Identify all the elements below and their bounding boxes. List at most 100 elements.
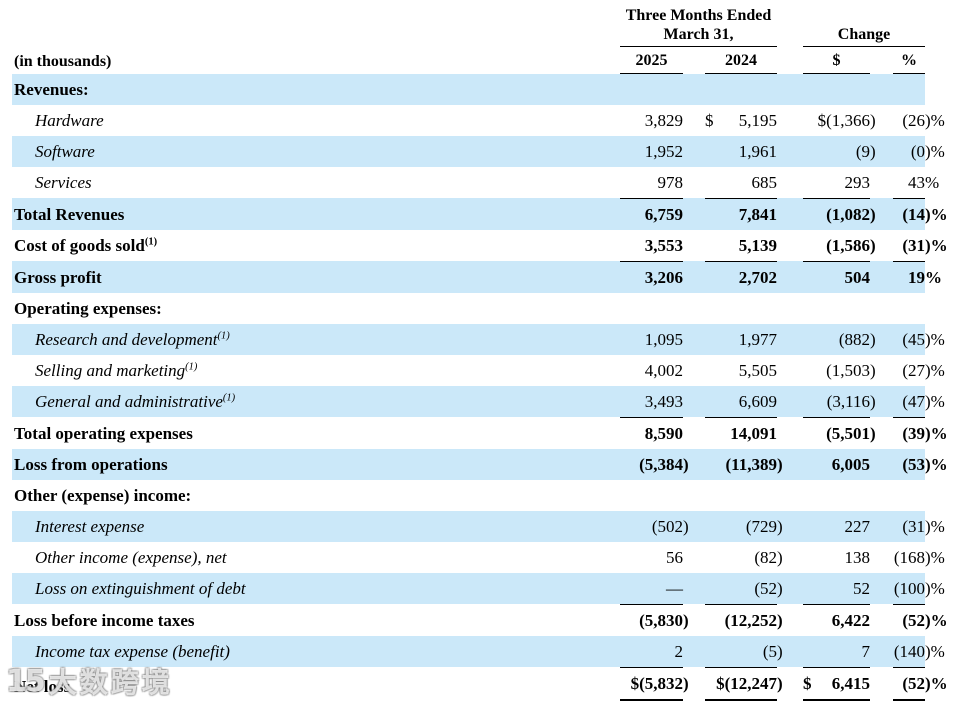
cell-2024: 7,841 [704, 198, 777, 230]
row-label: Operating expenses: [12, 293, 620, 324]
row-label: Loss on extinguishment of debt [12, 572, 620, 604]
column-gap [777, 105, 803, 136]
column-gap [870, 604, 893, 636]
row-label-text: Total operating expenses [14, 423, 193, 443]
cell-change-dollar: $(1,366) [817, 110, 876, 130]
row-label-text: Loss before income taxes [14, 610, 195, 630]
cell-2024: 14,091 [730, 423, 777, 443]
cell-change-dollar: 52 [803, 572, 870, 605]
table-row: Operating expenses: [0, 293, 958, 324]
cell-change-percent: (100)% [893, 572, 945, 605]
table-row: Services 978 685 293 43% [0, 166, 958, 199]
row-label-text: Net loss [14, 676, 71, 696]
cell-2024: 6,609 [704, 385, 777, 418]
row-left-spacer [0, 136, 12, 167]
row-label-text: Hardware [35, 110, 104, 130]
row-label-text: Loss from operations [14, 454, 168, 474]
cell-2025 [620, 480, 683, 511]
row-left-spacer [0, 636, 12, 668]
column-gap [777, 448, 803, 480]
table-row: Income tax expense (benefit) 2 (5) 7 (14… [0, 635, 958, 668]
cell-2024: $5,195 [704, 110, 777, 130]
column-gap [870, 73, 893, 105]
column-gap [777, 198, 803, 230]
cell-2024: (11,389) [704, 448, 783, 480]
cell-change-percent: 19% [893, 261, 942, 293]
cell-change-percent: (39)% [902, 423, 948, 443]
column-gap [682, 323, 705, 355]
cell-2025: 1,952 [619, 135, 683, 167]
cell-2024: 1,961 [704, 135, 777, 167]
cell-change-percent: (27)% [902, 360, 945, 380]
column-gap [777, 135, 803, 167]
row-label: Services [12, 167, 620, 199]
column-gap [683, 293, 705, 324]
row-label: Selling and marketing(1) [12, 355, 620, 386]
cell-change-dollar: (3,116) [803, 385, 876, 418]
cell-2025: 1,095 [619, 323, 683, 355]
column-gap [683, 167, 705, 199]
row-label-text: Total Revenues [14, 204, 125, 224]
table-body: Revenues: Hardware 3,829 $5,195 $(1,366)… [0, 73, 958, 701]
row-label: Loss from operations [12, 448, 620, 480]
cell-change-percent: (14)% [893, 198, 948, 230]
cell-change-percent: (52)% [893, 667, 948, 701]
table-row: Software 1,952 1,961 (9) (0)% [0, 135, 958, 167]
row-left-spacer [0, 386, 12, 418]
table-row: Gross profit 3,206 2,702 504 19% [0, 261, 958, 293]
row-right-spacer [925, 480, 958, 511]
column-gap [777, 385, 803, 417]
column-gap [777, 261, 803, 293]
row-left-spacer [0, 667, 12, 701]
cell-2025: 3,553 [619, 229, 683, 262]
cell-change-percent: (53)% [893, 448, 948, 480]
row-label: Software [12, 135, 620, 167]
row-label-text: Research and development [35, 329, 218, 349]
table-row: Net loss $(5,832) $(12,247) $6,415 (52)% [0, 667, 958, 701]
row-label: Research and development(1) [12, 323, 620, 355]
table-row: Selling and marketing(1) 4,002 5,505 (1,… [0, 355, 958, 386]
row-left-spacer [0, 167, 12, 199]
cell-2025: — [619, 572, 683, 605]
row-right-spacer [925, 74, 958, 105]
table-row: Hardware 3,829 $5,195 $(1,366) (26)% [0, 105, 958, 136]
column-gap [682, 510, 705, 542]
row-label-text: General and administrative [35, 392, 223, 411]
table-row: Total Revenues 6,759 7,841 (1,082) (14)% [0, 198, 958, 230]
column-gap [777, 510, 803, 542]
row-label: General and administrative(1) [12, 385, 620, 417]
cell-change-percent: (140)% [893, 635, 945, 668]
cell-change-percent: (52)% [902, 610, 948, 630]
cell-change-percent: (31)% [893, 229, 948, 262]
in-thousands-label: (in thousands) [14, 52, 112, 70]
column-gap [870, 667, 893, 701]
cell-2024: (52) [704, 572, 783, 605]
row-label: Loss before income taxes [12, 604, 620, 636]
table-row: Loss from operations (5,384) (11,389) 6,… [0, 448, 958, 480]
column-header-change-percent: % [893, 46, 925, 74]
row-left-spacer [0, 261, 12, 293]
column-gap [683, 355, 705, 386]
column-gap [777, 572, 803, 604]
row-left-spacer [0, 355, 12, 386]
column-gap [870, 572, 893, 604]
change-group-header: Change [803, 0, 925, 47]
column-gap [682, 448, 705, 480]
row-label: Total Revenues [12, 198, 620, 230]
cell-2025: 3,829 [644, 110, 683, 130]
row-label-text: Loss on extinguishment of debt [35, 579, 246, 598]
row-label-text: Operating expenses: [14, 298, 162, 318]
cell-change-percent: 43% [893, 166, 939, 199]
period-line1: Three Months Ended [625, 7, 772, 24]
footnote-ref: (1) [217, 329, 230, 341]
row-label: Gross profit [12, 261, 620, 293]
column-header-2025: 2025 [619, 46, 683, 74]
cell-2024: (12,252) [724, 610, 783, 630]
cell-2025: $(5,832) [619, 667, 689, 701]
cell-2024 [705, 293, 777, 324]
cell-change-percent [893, 480, 925, 511]
column-gap [777, 635, 803, 667]
column-header-2024: 2024 [704, 46, 777, 74]
